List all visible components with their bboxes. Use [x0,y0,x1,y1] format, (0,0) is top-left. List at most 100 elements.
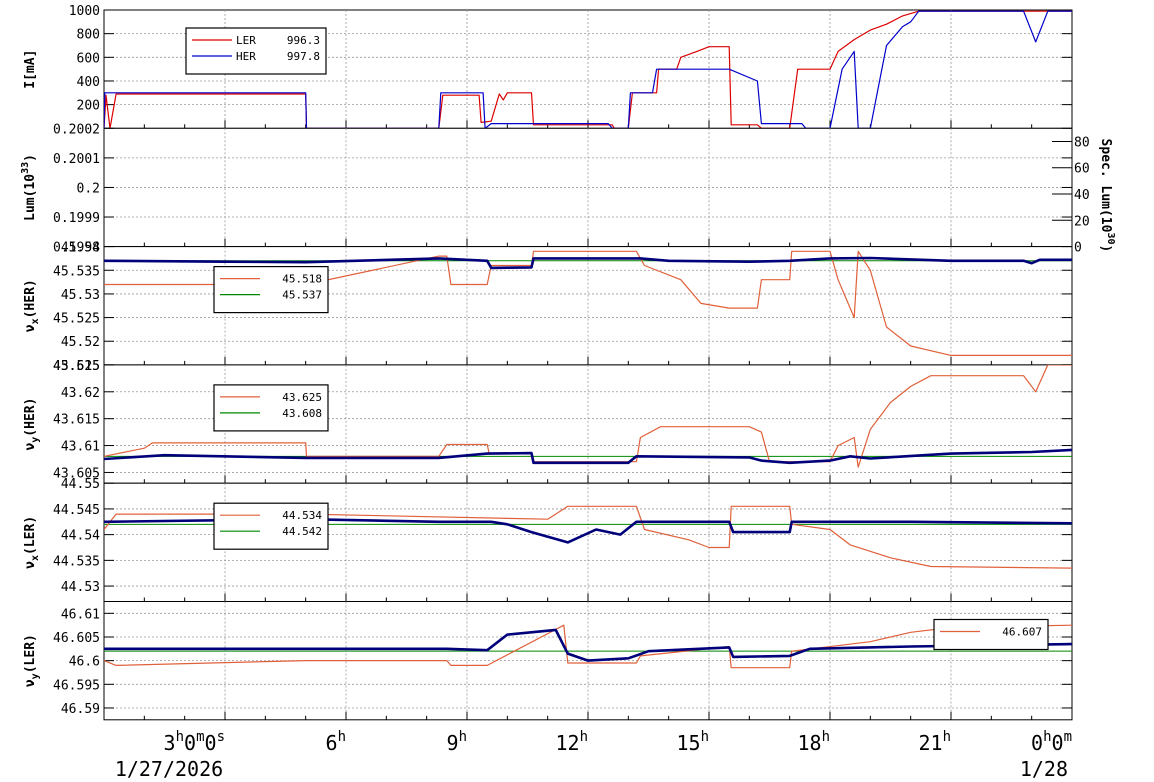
date-end-label: 1/28 [1020,757,1068,781]
right-y-tick-label: 0 [1074,241,1082,256]
y-tick-label: 800 [77,28,100,43]
legend: LER 996.3 HER 997.8 [185,27,327,75]
x-tick-label-unit: h [459,729,467,745]
y-tick-label: 0.2001 [53,152,100,167]
x-tick-label-hour: 18 [797,731,821,755]
y-axis-title-rest: (LER) [23,516,38,555]
x-tick-label: 15h [676,729,709,755]
x-tick-label: 9h [447,729,467,755]
x-tick-label-unit: h [580,729,588,745]
legend-entry-value: 43.608 [282,407,322,420]
panel-plot-area [104,364,1072,468]
y-axis-title-exponent: 33 [20,162,31,174]
y-axis-title-symbol: ν [23,561,38,569]
x-tick-label-hour: 0 [1031,731,1043,755]
y-tick-label: 43.615 [53,413,100,428]
x-tick-label: 18h [797,729,830,755]
right-y-tick-label: 20 [1074,214,1090,229]
y-tick-label: 46.605 [53,631,100,646]
legend: 45.518 45.537 [213,266,329,314]
legend-entry-name: HER [236,50,256,63]
x-tick-label-unit: h [1043,729,1051,745]
right-y-tick-label: 80 [1074,135,1090,150]
series-line-setpoint [104,250,1072,356]
y-tick-label: 46.59 [61,702,100,717]
panel-nuy_ler: 46.59 46.595 46.6 46.605 46.61 νy(LER) 46.607 [23,601,1073,721]
legend-entry-value: 44.542 [282,525,322,538]
y-tick-label: 0.2 [77,181,100,196]
y-tick-label: 44.53 [61,580,100,595]
y-tick-label: 44.535 [53,554,100,569]
y-axis-title: I[mA] [23,50,38,89]
y-axis-title: νy(LER) [23,634,41,687]
y-axis-title: Lum(1033) [20,154,38,221]
y-axis-title-close: ) [23,154,38,162]
y-tick-label: 44.55 [61,477,100,492]
x-tick-label: 3h0m0s [164,729,225,755]
date-start-label: 1/27/2026 [115,757,223,781]
x-tick-label-hour: 12 [555,731,579,755]
x-tick-label: 12h [555,729,588,755]
legend-box [213,502,329,550]
y-tick-label: 45.54 [61,241,100,256]
legend-box [933,618,1049,651]
legend-box [185,27,327,75]
legend-entry-name: LER [236,34,256,47]
series-line-measured [104,256,1072,270]
x-tick-label-hour: 21 [918,731,942,755]
series-line-setpoint [104,624,1072,669]
panel-nux_her: 45.515 45.52 45.525 45.53 45.535 45.54 νx(HER)… [23,241,1073,374]
y-axis-title-symbol: ν [23,679,38,687]
y-axis-title-subscript: x [30,555,41,561]
y-tick-label: 43.61 [61,440,100,455]
y-tick-label: 44.545 [53,503,100,518]
y-axis-title: νx(LER) [23,516,41,569]
legend-entry-value: 45.518 [282,273,322,286]
y-axis-title: νx(HER) [23,279,41,332]
y-axis-title-base: Lum(10 [23,174,38,221]
y-axis-title: νy(HER) [23,398,41,451]
y-axis-title-subscript: y [30,673,41,679]
y-tick-label: 45.53 [61,288,100,303]
panel-current: 200 400 600 800 1000 I[mA] LER 996.3 HER 997.8 [23,4,1073,129]
right-y-tick-label: 40 [1074,188,1090,203]
y-axis-title-rest: (LER) [23,634,38,673]
right-y-axis-title: Spec. Lum(1030) [1098,139,1116,253]
y-tick-label: 43.62 [61,386,100,401]
series-line-her [104,10,1072,129]
legend-entry-value: 46.607 [1002,626,1042,639]
y-tick-label: 45.535 [53,264,100,279]
right-y-tick-label: 60 [1074,162,1090,177]
y-tick-label: 1000 [69,4,100,19]
y-axis-title-symbol: ν [23,324,38,332]
y-axis-title-subscript: y [30,437,41,443]
panel-nuy_her: 43.605 43.61 43.615 43.62 43.625 νy(HER) 43.62… [23,359,1073,484]
y-axis-title-symbol: ν [23,443,38,451]
x-tick-label-hour: 9 [447,731,459,755]
legend: 44.534 44.542 [213,502,329,550]
y-tick-label: 43.625 [53,359,100,374]
y-tick-label: 44.54 [61,529,100,544]
x-tick-label-unit: h [338,729,346,745]
y-axis-title-rest: (HER) [23,279,38,318]
x-tick-label: 21h [918,729,951,755]
y-tick-label: 45.515 [53,359,100,374]
x-tick-label-hour: 6 [326,731,338,755]
x-tick-label-minute: 0 [184,731,196,755]
y-tick-label: 0.1999 [53,211,100,226]
panel-plot-area [104,624,1072,669]
y-axis-title-subscript: x [30,318,41,324]
x-tick-label-unit: h [943,729,951,745]
series-line-setpoint [104,364,1072,468]
x-tick-label-minute: 0 [205,731,217,755]
y-tick-label: 400 [77,75,100,90]
x-tick-label-unit: s [217,729,225,745]
legend-entry-value: 44.534 [282,509,322,522]
y-tick-label: 43.605 [53,466,100,481]
panel-plot-area [104,10,1072,129]
y-axis-title-rest: (HER) [23,398,38,437]
panel-plot-area [104,250,1072,356]
y-tick-label: 200 [77,99,100,114]
right-y-axis-title-exponent: 30 [1105,232,1116,244]
